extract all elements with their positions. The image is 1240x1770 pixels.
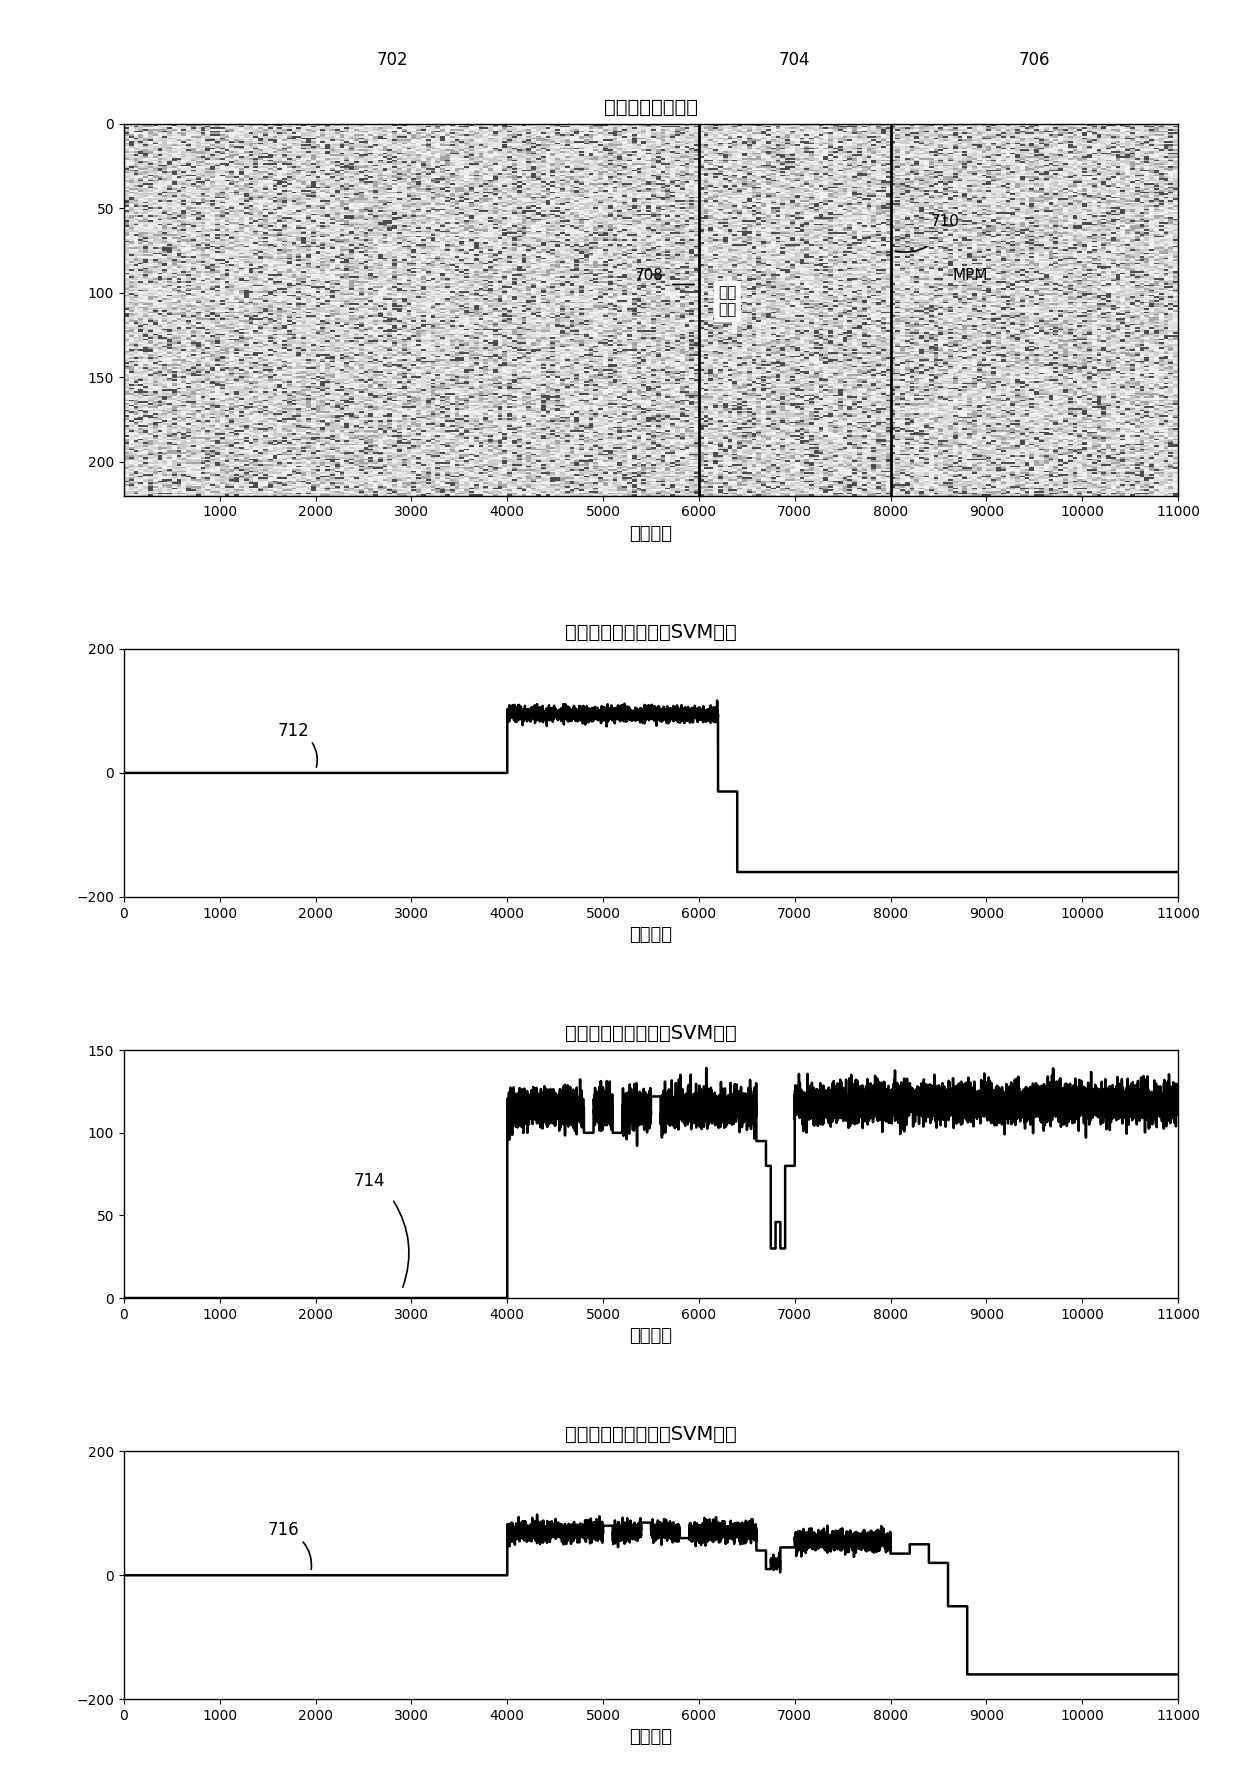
X-axis label: 样本时间: 样本时间 (630, 1729, 672, 1747)
Text: 716: 716 (268, 1520, 299, 1538)
Text: MPM: MPM (952, 269, 988, 283)
Text: 712: 712 (278, 722, 309, 740)
Text: 714: 714 (353, 1172, 386, 1189)
X-axis label: 样本时间: 样本时间 (630, 1328, 672, 1345)
X-axis label: 样本时间: 样本时间 (630, 926, 672, 943)
Title: 对于噪声模型估计的SVM得分: 对于噪声模型估计的SVM得分 (565, 623, 737, 643)
Text: 708: 708 (635, 269, 663, 283)
Title: 对于空间模型估计的SVM得分: 对于空间模型估计的SVM得分 (565, 1425, 737, 1444)
Title: 对于时间模型估计的SVM得分: 对于时间模型估计的SVM得分 (565, 1025, 737, 1043)
X-axis label: 样本时间: 样本时间 (630, 526, 672, 543)
Title: 千重数据的颜色图: 千重数据的颜色图 (604, 97, 698, 117)
Text: 706: 706 (1018, 51, 1050, 69)
Text: 702: 702 (377, 51, 408, 69)
Text: 710: 710 (931, 214, 960, 230)
Text: 704: 704 (779, 51, 811, 69)
Text: 噪声
改变: 噪声 改变 (718, 285, 737, 317)
